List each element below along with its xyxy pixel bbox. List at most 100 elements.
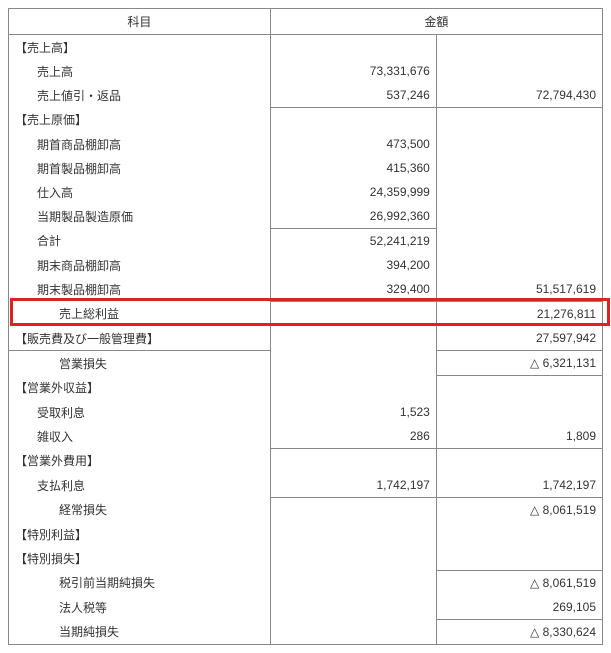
row-label: 法人税等 [9, 595, 271, 620]
row-amount-1: 286 [270, 424, 436, 449]
table-row: 営業損失△ 6,321,131 [9, 351, 603, 376]
row-amount-1 [270, 449, 436, 474]
row-amount-1: 1,523 [270, 400, 436, 424]
row-amount-2 [436, 522, 602, 546]
table-row: 【特別損失】 [9, 546, 603, 571]
table-row: 【営業外費用】 [9, 449, 603, 474]
row-amount-1: 73,331,676 [270, 59, 436, 83]
row-label: 期末商品棚卸高 [9, 253, 271, 277]
row-amount-2 [436, 156, 602, 180]
table-row: 合計52,241,219 [9, 229, 603, 254]
row-amount-2 [436, 59, 602, 83]
row-label: 期末製品棚卸高 [9, 277, 271, 302]
row-label: 仕入高 [9, 180, 271, 204]
header-item: 科目 [9, 9, 271, 35]
row-amount-2: 1,742,197 [436, 473, 602, 498]
row-label: 経常損失 [9, 498, 271, 523]
income-statement-table: 科目 金額 【売上高】売上高73,331,676売上値引・返品537,24672… [8, 8, 603, 645]
row-amount-2 [436, 400, 602, 424]
row-label: 当期製品製造原価 [9, 204, 271, 229]
row-label: 【特別利益】 [9, 522, 271, 546]
row-amount-2 [436, 132, 602, 156]
row-label: 受取利息 [9, 400, 271, 424]
header-amount: 金額 [270, 9, 602, 35]
row-label: 【特別損失】 [9, 546, 271, 571]
row-label: 支払利息 [9, 473, 271, 498]
table-row: 当期製品製造原価26,992,360 [9, 204, 603, 229]
row-amount-1 [270, 351, 436, 376]
row-label: 売上高 [9, 59, 271, 83]
row-amount-1 [270, 302, 436, 327]
row-amount-1: 537,246 [270, 83, 436, 108]
table-row: 雑収入2861,809 [9, 424, 603, 449]
row-label: 売上総利益 [9, 302, 271, 327]
row-amount-1: 1,742,197 [270, 473, 436, 498]
row-amount-1 [270, 571, 436, 596]
table-row: 売上高73,331,676 [9, 59, 603, 83]
table-body: 【売上高】売上高73,331,676売上値引・返品537,24672,794,4… [9, 35, 603, 645]
table-row: 【売上原価】 [9, 108, 603, 133]
table-row: 期首商品棚卸高473,500 [9, 132, 603, 156]
table-row: 売上総利益 21,276,811 [9, 302, 603, 327]
row-amount-2 [436, 546, 602, 571]
row-amount-1: 329,400 [270, 277, 436, 302]
row-label: 期首製品棚卸高 [9, 156, 271, 180]
table-row: 受取利息1,523 [9, 400, 603, 424]
row-amount-1 [270, 620, 436, 645]
row-label: 合計 [9, 229, 271, 254]
row-amount-1: 26,992,360 [270, 204, 436, 229]
row-amount-1: 415,360 [270, 156, 436, 180]
table-row: 税引前当期純損失 △ 8,061,519 [9, 571, 603, 596]
row-label: 当期純損失 [9, 620, 271, 645]
table-row: 当期純損失 △ 8,330,624 [9, 620, 603, 645]
table-row: 支払利息1,742,1971,742,197 [9, 473, 603, 498]
table-row: 【販売費及び一般管理費】27,597,942 [9, 326, 603, 351]
table-row: 期末商品棚卸高394,200 [9, 253, 603, 277]
row-amount-2: 269,105 [436, 595, 602, 620]
row-amount-1 [270, 595, 436, 620]
row-amount-2: △ 8,330,624 [436, 620, 602, 645]
table-row: 期末製品棚卸高329,40051,517,619 [9, 277, 603, 302]
row-label: 【営業外費用】 [9, 449, 271, 474]
row-amount-2: 51,517,619 [436, 277, 602, 302]
row-amount-1 [270, 546, 436, 571]
row-amount-2 [436, 108, 602, 133]
row-amount-1: 24,359,999 [270, 180, 436, 204]
row-label: 売上値引・返品 [9, 83, 271, 108]
row-amount-1 [270, 108, 436, 133]
row-amount-1 [270, 35, 436, 60]
table-row: 売上値引・返品537,24672,794,430 [9, 83, 603, 108]
row-label: 【売上原価】 [9, 108, 271, 133]
row-amount-2 [436, 449, 602, 474]
row-label: 雑収入 [9, 424, 271, 449]
row-amount-2 [436, 180, 602, 204]
row-amount-1 [270, 498, 436, 523]
table-row: 法人税等 269,105 [9, 595, 603, 620]
table-row: 【特別利益】 [9, 522, 603, 546]
row-amount-2 [436, 376, 602, 401]
row-amount-2: △ 8,061,519 [436, 571, 602, 596]
table-row: 【売上高】 [9, 35, 603, 60]
row-amount-1 [270, 376, 436, 401]
row-amount-1: 473,500 [270, 132, 436, 156]
header-row: 科目 金額 [9, 9, 603, 35]
row-amount-1 [270, 326, 436, 351]
table-row: 仕入高24,359,999 [9, 180, 603, 204]
row-amount-1: 394,200 [270, 253, 436, 277]
row-amount-2 [436, 35, 602, 60]
row-amount-2: 72,794,430 [436, 83, 602, 108]
row-label: 【売上高】 [9, 35, 271, 60]
row-label: 【営業外収益】 [9, 376, 271, 401]
row-amount-2 [436, 204, 602, 229]
row-amount-2: 27,597,942 [436, 326, 602, 351]
table-row: 経常損失 △ 8,061,519 [9, 498, 603, 523]
row-amount-2: △ 8,061,519 [436, 498, 602, 523]
table-row: 【営業外収益】 [9, 376, 603, 401]
row-label: 期首商品棚卸高 [9, 132, 271, 156]
row-label: 税引前当期純損失 [9, 571, 271, 596]
row-amount-2: 21,276,811 [436, 302, 602, 327]
row-label: 営業損失 [9, 351, 271, 376]
row-amount-2 [436, 229, 602, 254]
row-amount-2 [436, 253, 602, 277]
income-statement-table-wrap: 科目 金額 【売上高】売上高73,331,676売上値引・返品537,24672… [8, 8, 603, 645]
